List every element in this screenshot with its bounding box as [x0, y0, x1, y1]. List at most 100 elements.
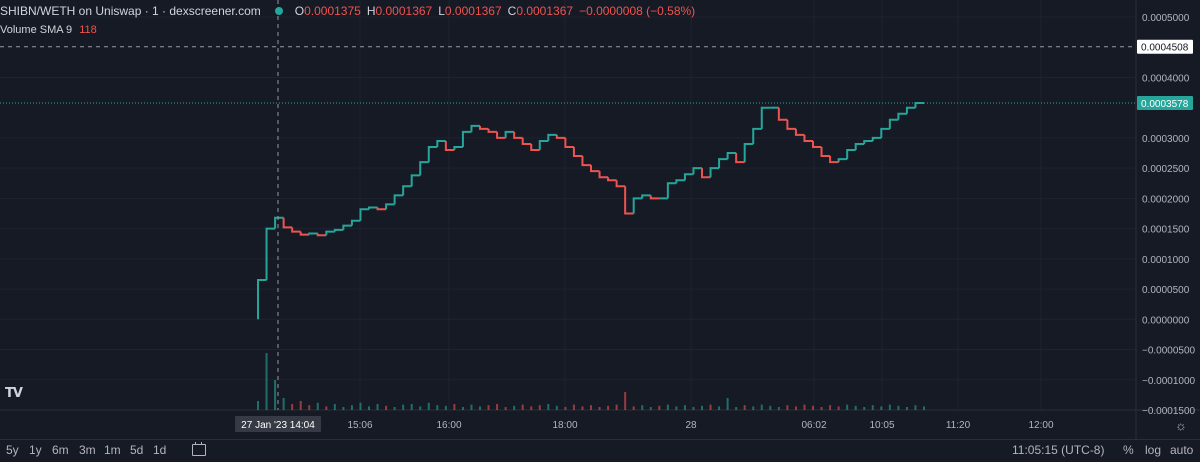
volume-bar	[547, 404, 550, 410]
volume-bar	[846, 404, 849, 410]
volume-bar	[863, 407, 866, 410]
price-segment	[342, 224, 352, 230]
volume-bar	[658, 405, 661, 410]
price-segment	[888, 118, 899, 129]
crosshair-time-label: 27 Jan '23 14:04	[241, 420, 315, 431]
price-segment	[615, 180, 626, 188]
price-segment	[752, 127, 762, 144]
price-segment	[350, 219, 361, 226]
price-segment	[598, 171, 609, 179]
price-segment	[427, 145, 438, 163]
volume-bar	[496, 404, 499, 410]
price-segment	[581, 156, 591, 167]
bottom-toolbar: 5y 1y 6m 3m 1m 5d 1d 11:05:15 (UTC-8) % …	[0, 439, 1200, 458]
volume-legend: Volume SMA 9 118	[0, 24, 97, 36]
volume-bar	[598, 407, 601, 410]
price-segment	[479, 125, 489, 130]
x-tick-label: 12:00	[1028, 420, 1053, 431]
volume-bar	[701, 405, 703, 410]
price-segment	[786, 119, 796, 130]
volume-bar	[829, 405, 832, 410]
volume-bar	[794, 406, 797, 410]
range-5d-button[interactable]: 5d	[130, 443, 144, 457]
range-3m-button[interactable]: 3m	[79, 443, 96, 457]
price-segment	[257, 279, 267, 320]
volume-bar	[342, 407, 345, 410]
price-segment	[521, 137, 532, 145]
price-segment	[513, 131, 523, 139]
price-segment	[718, 158, 728, 169]
price-segment	[726, 152, 737, 160]
settings-gear-icon[interactable]: ☼	[1175, 418, 1187, 433]
plot-background	[0, 0, 1200, 439]
crosshair-price-tag	[1137, 39, 1193, 54]
volume-bar	[427, 402, 430, 410]
volume-bar	[479, 406, 481, 410]
volume-bar	[590, 405, 592, 410]
volume-bar	[641, 405, 644, 410]
volume-bar	[385, 405, 388, 410]
price-segment	[572, 146, 583, 158]
price-segment	[547, 133, 557, 141]
volume-bar	[257, 401, 259, 410]
price-segment	[829, 156, 839, 164]
auto-scale-button[interactable]: auto	[1170, 443, 1194, 457]
calendar-icon[interactable]	[192, 442, 206, 456]
volume-bar	[914, 405, 917, 410]
price-segment	[419, 161, 429, 176]
volume-bar	[607, 405, 610, 410]
price-segment	[820, 146, 831, 158]
range-6m-button[interactable]: 6m	[52, 443, 69, 457]
high-key: H	[366, 4, 376, 18]
price-segment	[846, 149, 856, 160]
high-value: 0.0001367	[375, 4, 433, 18]
volume-bar	[718, 406, 721, 410]
y-tick-label: 0.0004000	[1142, 73, 1190, 84]
volume-bar	[538, 405, 541, 410]
log-scale-button[interactable]: log	[1145, 443, 1162, 457]
volume-bar	[521, 404, 524, 410]
volume-bar	[666, 404, 669, 410]
price-segment	[555, 134, 566, 139]
percent-scale-button[interactable]: %	[1123, 443, 1134, 457]
price-segment	[308, 232, 318, 235]
price-segment	[385, 203, 395, 210]
volume-bar	[760, 404, 763, 410]
price-segment	[607, 177, 617, 182]
volume-bar	[820, 407, 823, 410]
volume-bar	[769, 405, 772, 410]
volume-bar	[649, 407, 652, 410]
range-5y-button[interactable]: 5y	[6, 443, 19, 457]
price-segment	[880, 127, 890, 138]
price-segment	[538, 139, 549, 151]
volume-bar	[905, 407, 908, 410]
y-tick-label: −0.0001000	[1142, 376, 1196, 387]
volume-bar	[624, 392, 627, 410]
volume-bar	[410, 404, 413, 410]
x-tick-label: 10:05	[869, 420, 894, 431]
price-segment	[325, 230, 335, 236]
price-segment	[316, 233, 327, 237]
price-segment	[735, 153, 745, 164]
volume-bar	[461, 407, 464, 410]
volume-bar	[299, 401, 302, 410]
range-1d-button[interactable]: 1d	[153, 443, 167, 457]
volume-bar	[359, 402, 362, 410]
volume-bar	[530, 406, 533, 410]
volume-bar	[444, 405, 447, 410]
price-segment	[777, 107, 788, 121]
tradingview-logo-icon[interactable]: TV	[5, 386, 23, 401]
volume-bar	[572, 404, 575, 410]
open-value: 0.0001375	[304, 4, 361, 18]
range-1y-button[interactable]: 1y	[29, 443, 42, 457]
price-segment	[299, 231, 310, 236]
volume-bar	[470, 404, 473, 410]
price-segment	[701, 168, 711, 179]
y-tick-label: −0.0000500	[1142, 346, 1196, 357]
range-1m-button[interactable]: 1m	[104, 443, 121, 457]
volume-bar	[871, 405, 874, 410]
price-segment	[291, 227, 301, 233]
volume-bar	[854, 405, 857, 410]
